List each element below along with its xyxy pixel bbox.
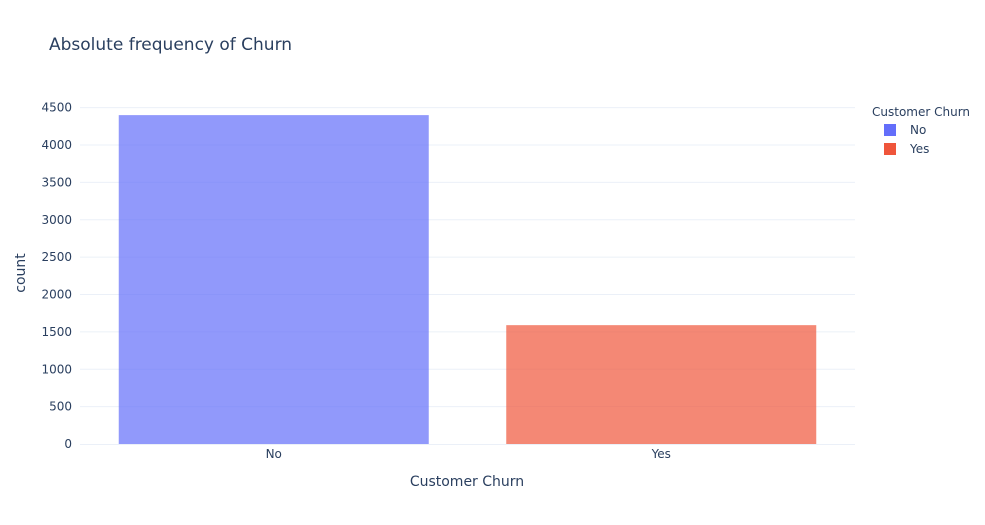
chart-title: Absolute frequency of Churn [49, 35, 292, 55]
y-axis-title: count [13, 253, 29, 293]
y-tick-label: 3000 [41, 213, 72, 227]
y-tick-label: 500 [49, 400, 72, 414]
legend-label-yes: Yes [909, 142, 929, 156]
y-tick-label: 2000 [41, 288, 72, 302]
y-tick-label: 3500 [41, 175, 72, 189]
x-tick-label: Yes [651, 447, 671, 461]
bar-yes [506, 325, 817, 444]
y-tick-labels: 0 500 1000 1500 2000 2500 3000 3500 4000 4500 [41, 101, 72, 451]
legend-title: Customer Churn [872, 105, 970, 119]
legend-swatch-yes [884, 143, 896, 155]
bar-no [118, 115, 429, 444]
bars [118, 115, 817, 444]
legend: Customer Churn No Yes [872, 105, 970, 156]
x-tick-labels: No Yes [266, 447, 671, 461]
y-tick-label: 2500 [41, 250, 72, 264]
y-tick-label: 0 [64, 437, 72, 451]
y-tick-label: 1000 [41, 362, 72, 376]
legend-label-no: No [910, 123, 926, 137]
y-tick-label: 4500 [41, 101, 72, 115]
legend-swatch-no [884, 124, 896, 136]
x-tick-label: No [266, 447, 282, 461]
x-axis-title: Customer Churn [410, 474, 524, 490]
y-tick-label: 4000 [41, 138, 72, 152]
y-tick-label: 1500 [41, 325, 72, 339]
